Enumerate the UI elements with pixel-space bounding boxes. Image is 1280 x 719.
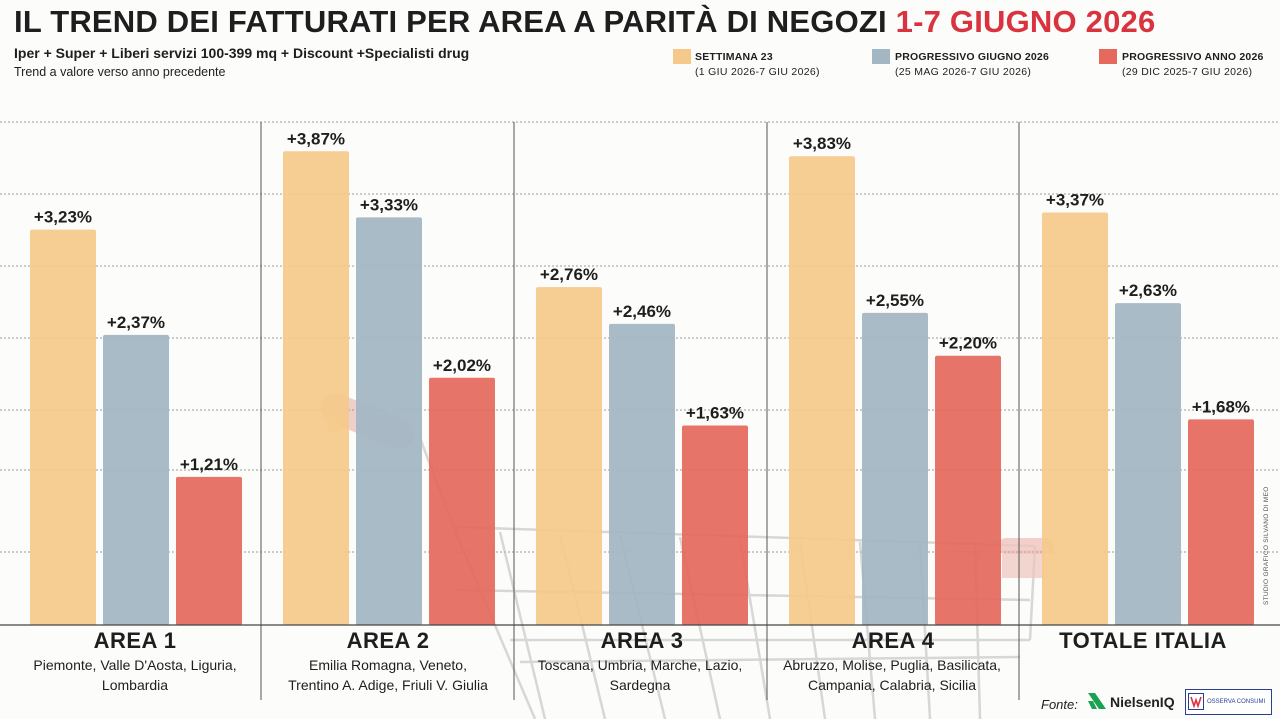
bar-value-label: +2,46% — [613, 302, 671, 321]
bar — [609, 323, 675, 625]
osserva-consumi-logo: OSSERVA CONSUMI — [1185, 689, 1272, 715]
area-regions-4-line-1: Abruzzo, Molise, Puglia, Basilicata, — [783, 657, 1001, 673]
subtitle-secondary: Trend a valore verso anno precedente — [14, 65, 226, 79]
bars: +3,23% +2,37% +1,21% +3,87% +3,33% +2,02% +2,7… — [30, 129, 1254, 625]
area-regions-4-line-2: Campania, Calabria, Sicilia — [807, 677, 977, 693]
title-main: IL TREND DEI FATTURATI PER AREA A PARITÀ… — [14, 4, 887, 39]
bar-value-label: +2,55% — [866, 291, 924, 310]
area-regions-3: Toscana, Umbria, Marche, Lazio, Sardegna — [515, 655, 765, 695]
bar-value-label: +2,63% — [1119, 281, 1177, 300]
area-regions-1: Piemonte, Valle D'Aosta, Liguria, Lombar… — [5, 655, 265, 695]
bar-value-label: +2,37% — [107, 313, 165, 332]
nielseniq-logo: NielsenIQ — [1086, 690, 1176, 714]
area-regions-3-line-2: Sardegna — [609, 677, 671, 693]
bar — [935, 355, 1001, 625]
area-title-totale: TOTALE ITALIA — [1059, 628, 1227, 653]
area-regions-2-line-1: Emilia Romagna, Veneto, — [309, 657, 467, 673]
nielseniq-mark-icon — [1088, 693, 1106, 709]
bar-value-label: +1,63% — [686, 403, 744, 422]
bar — [283, 151, 349, 625]
area-regions-3-line-1: Toscana, Umbria, Marche, Lazio, — [537, 657, 743, 673]
area-regions-2: Emilia Romagna, Veneto, Trentino A. Adig… — [263, 655, 513, 695]
bar-value-label: +3,83% — [793, 134, 851, 153]
bar-value-label: +2,02% — [433, 356, 491, 375]
bar-value-label: +1,21% — [180, 455, 238, 474]
area-regions-1-line-1: Piemonte, Valle D'Aosta, Liguria, — [33, 657, 237, 673]
legend-range-progressivo-anno: (29 DIC 2025-7 GIU 2026) — [1122, 66, 1253, 78]
bar — [789, 156, 855, 625]
bar — [429, 377, 495, 625]
bar-value-label: +1,68% — [1192, 397, 1250, 416]
osserva-wordmark: OSSERVA CONSUMI — [1207, 699, 1266, 705]
legend-swatch-progressivo-anno — [1099, 49, 1117, 64]
bar — [176, 476, 242, 625]
subtitle: Iper + Super + Liberi servizi 100-399 mq… — [14, 45, 470, 61]
bar — [356, 217, 422, 625]
area-title-4: AREA 4 — [851, 628, 935, 653]
area-regions-4: Abruzzo, Molise, Puglia, Basilicata, Cam… — [767, 655, 1017, 695]
source-label: Fonte: — [1041, 697, 1078, 712]
legend-label-settimana: SETTIMANA 23 — [695, 51, 773, 63]
bar-value-label: +3,87% — [287, 129, 345, 148]
legend-label-progressivo-anno: PROGRESSIVO ANNO 2026 — [1122, 51, 1264, 63]
area-regions-1-line-2: Lombardia — [101, 677, 169, 693]
area-title-2: AREA 2 — [346, 628, 430, 653]
bar — [30, 229, 96, 625]
legend-swatch-settimana — [673, 49, 691, 64]
bar-value-label: +2,20% — [939, 334, 997, 353]
bar — [682, 425, 748, 625]
bar — [1188, 419, 1254, 625]
legend-label-progressivo-giugno: PROGRESSIVO GIUGNO 2026 — [895, 51, 1049, 63]
area-dividers — [260, 122, 1020, 700]
area-title-1: AREA 1 — [93, 628, 177, 653]
bar-value-label: +3,23% — [34, 208, 92, 227]
area-title-3: AREA 3 — [600, 628, 684, 653]
page-title: IL TREND DEI FATTURATI PER AREA A PARITÀ… — [14, 4, 1155, 40]
bar-value-label: +2,76% — [540, 265, 598, 284]
bar — [536, 287, 602, 625]
legend-swatch-progressivo-giugno — [872, 49, 890, 64]
bar-value-label: +3,33% — [360, 195, 418, 214]
graphic-credit: STUDIO GRAFICO SILVANO DI MEO — [1263, 486, 1270, 605]
osserva-mark-icon — [1188, 693, 1204, 710]
bar — [1115, 303, 1181, 625]
legend-range-settimana: (1 GIU 2026-7 GIU 2026) — [695, 66, 820, 78]
bar — [103, 334, 169, 625]
bar — [862, 312, 928, 625]
title-highlight: 1-7 GIUGNO 2026 — [895, 4, 1156, 39]
bar — [1042, 212, 1108, 625]
area-regions-2-line-2: Trentino A. Adige, Friuli V. Giulia — [288, 677, 488, 693]
legend-range-progressivo-giugno: (25 MAG 2026-7 GIU 2026) — [895, 66, 1032, 78]
bar-value-label: +3,37% — [1046, 191, 1104, 210]
nielseniq-wordmark: NielsenIQ — [1110, 694, 1175, 710]
